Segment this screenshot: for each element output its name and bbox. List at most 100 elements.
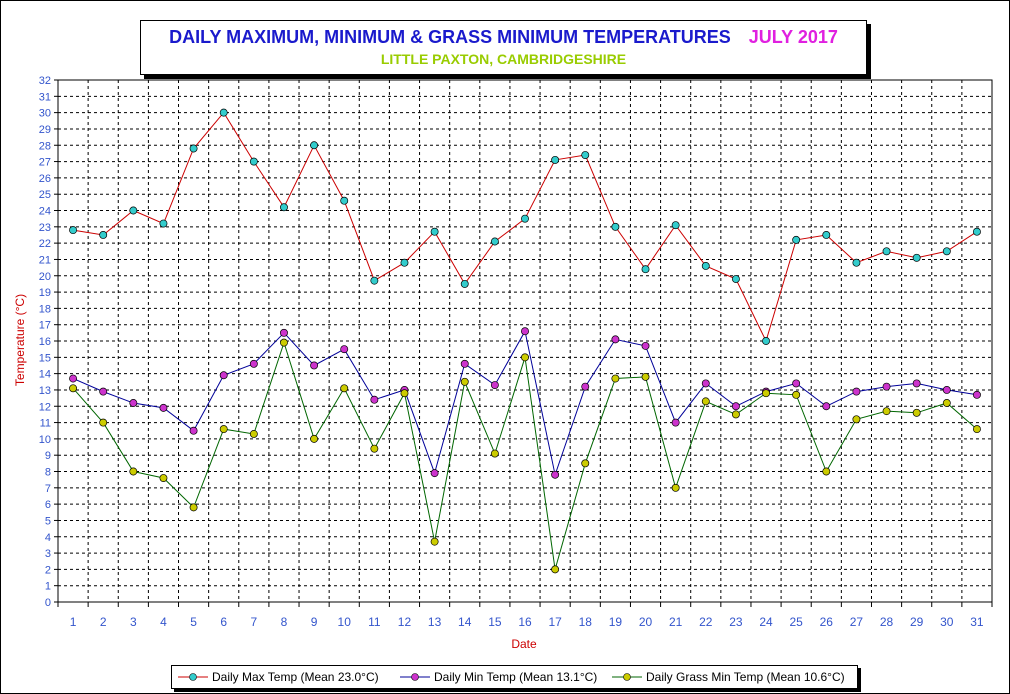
data-point-s2-d25	[792, 390, 801, 399]
x-tick-label: 28	[880, 615, 894, 629]
data-point-s0-d14	[460, 279, 469, 288]
x-tick-label: 17	[548, 615, 562, 629]
data-point-s0-d15	[490, 237, 499, 246]
y-tick-label: 26	[39, 173, 51, 185]
data-point-s2-d30	[942, 399, 951, 407]
data-point-s2-d13	[430, 537, 439, 546]
title-box: DAILY MAXIMUM, MINIMUM & GRASS MINIMUM T…	[140, 20, 867, 75]
data-point-s1-d3	[129, 399, 138, 407]
x-tick-label: 19	[609, 615, 623, 629]
x-tick-label: 29	[910, 615, 924, 629]
grid-lines	[57, 79, 993, 603]
chart-title: DAILY MAXIMUM, MINIMUM & GRASS MINIMUM T…	[169, 27, 731, 47]
data-point-s1-d5	[189, 426, 198, 435]
x-tick-label: 12	[398, 615, 412, 629]
x-tick-label: 18	[579, 615, 593, 629]
y-tick-label: 28	[39, 140, 51, 152]
x-tick-label: 24	[759, 615, 773, 629]
data-point-s1-d21	[671, 418, 680, 427]
y-tick-label: 11	[40, 418, 51, 430]
data-point-s1-d18	[581, 382, 590, 391]
data-point-s0-d13	[430, 227, 439, 236]
data-point-s0-d16	[521, 214, 529, 223]
data-point-s0-d28	[882, 247, 891, 256]
y-tick-label: 8	[45, 467, 51, 479]
data-point-s0-d3	[129, 206, 138, 215]
data-point-s2-d27	[852, 415, 861, 424]
x-tick-label: 27	[850, 615, 864, 629]
data-point-s1-d11	[370, 395, 379, 404]
data-point-s0-d6	[219, 108, 228, 117]
legend-item-grass: Daily Grass Min Temp (Mean 10.6°C)	[612, 669, 845, 685]
chart-subtitle: LITTLE PAXTON, CAMBRIDGESHIRE	[380, 51, 627, 67]
y-tick-label: 4	[45, 532, 51, 544]
legend: Daily Max Temp (Mean 23.0°C) Daily Min T…	[171, 665, 858, 689]
legend-label-grass: Daily Grass Min Temp (Mean 10.6°C)	[646, 670, 845, 684]
y-tick-label: 24	[39, 206, 51, 218]
legend-swatch-grass-icon	[612, 673, 642, 681]
data-point-s2-d17	[551, 565, 560, 574]
x-axis-label: Date	[511, 637, 537, 651]
x-tick-label: 14	[458, 615, 472, 629]
y-tick-label: 31	[39, 91, 51, 103]
data-point-s1-d23	[731, 402, 740, 411]
y-tick-label: 5	[45, 515, 51, 527]
y-tick-label: 1	[45, 581, 51, 593]
y-tick-label: 16	[39, 336, 51, 348]
y-tick-label: 13	[39, 385, 51, 397]
data-point-s2-d21	[671, 483, 680, 492]
y-tick-label: 29	[39, 124, 51, 136]
data-point-s2-d18	[581, 459, 590, 468]
data-point-s2-d11	[370, 444, 379, 453]
legend-item-min: Daily Min Temp (Mean 13.1°C)	[400, 669, 597, 685]
x-tick-label: 11	[368, 615, 381, 629]
data-point-s2-d19	[611, 374, 620, 383]
y-tick-label: 12	[39, 401, 51, 413]
data-point-s2-d2	[99, 418, 108, 427]
data-point-s0-d12	[400, 258, 409, 267]
y-tick-label: 30	[39, 108, 51, 120]
x-tick-label: 22	[699, 615, 713, 629]
y-tick-label: 0	[45, 597, 51, 609]
data-point-s2-d8	[280, 338, 288, 347]
data-point-s0-d30	[942, 247, 951, 256]
data-point-s1-d9	[310, 361, 319, 370]
data-point-s1-d27	[852, 387, 861, 396]
data-point-s1-d28	[882, 382, 891, 391]
data-point-s2-d4	[159, 474, 168, 482]
legend-label-max: Daily Max Temp (Mean 23.0°C)	[212, 670, 379, 684]
data-point-s1-d4	[159, 403, 168, 412]
data-point-s1-d30	[942, 385, 951, 394]
data-point-s0-d8	[280, 203, 288, 212]
data-point-s2-d16	[521, 353, 529, 362]
x-tick-label: 9	[311, 615, 318, 629]
y-tick-label: 32	[39, 75, 51, 87]
x-tick-label: 21	[669, 615, 683, 629]
data-point-s1-d1	[69, 374, 78, 383]
data-point-s2-d31	[972, 425, 981, 434]
data-point-s1-d19	[611, 335, 620, 344]
data-point-s1-d8	[280, 328, 288, 337]
y-tick-label: 9	[45, 450, 51, 462]
y-tick-label: 7	[45, 483, 51, 495]
x-tick-label: 20	[639, 615, 653, 629]
legend-swatch-min-icon	[400, 673, 430, 681]
y-tick-label: 23	[39, 222, 51, 234]
axes: 0123456789101112131415161718192021222324…	[39, 75, 993, 629]
data-point-s0-d21	[671, 221, 680, 230]
x-tick-label: 30	[940, 615, 954, 629]
y-tick-label: 17	[39, 320, 51, 332]
data-point-s0-d10	[340, 196, 349, 205]
data-point-s0-d5	[189, 144, 198, 153]
data-point-s0-d2	[99, 231, 108, 239]
legend-swatch-max-icon	[178, 673, 208, 681]
x-tick-label: 13	[428, 615, 442, 629]
y-tick-label: 21	[39, 254, 51, 266]
data-point-s0-d25	[792, 235, 801, 244]
data-point-s2-d9	[310, 434, 319, 443]
data-point-s0-d22	[701, 262, 710, 270]
data-point-s2-d1	[69, 384, 78, 393]
data-point-s0-d31	[972, 227, 981, 236]
y-tick-label: 15	[39, 352, 51, 364]
title-line: DAILY MAXIMUM, MINIMUM & GRASS MINIMUM T…	[141, 27, 866, 48]
